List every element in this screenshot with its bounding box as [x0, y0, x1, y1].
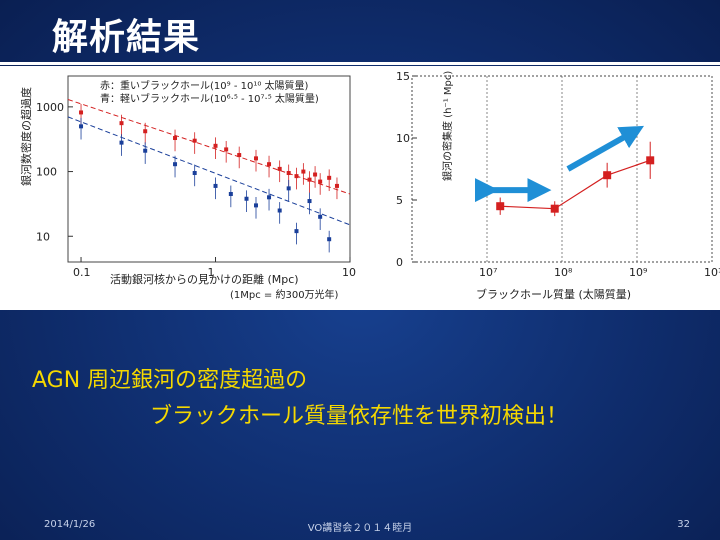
- red-point: [173, 136, 178, 141]
- slide-title: 解析結果: [52, 17, 201, 58]
- left-y-tick-label: 100: [36, 166, 57, 179]
- red-point: [313, 172, 318, 177]
- red-point: [334, 183, 339, 188]
- caption-line-2: ブラックホール質量依存性を世界初検出！: [150, 404, 569, 429]
- left-x-tick-label: 1: [208, 266, 215, 279]
- blue-point: [327, 237, 332, 242]
- red-point: [267, 162, 272, 167]
- left-y-axis-label: 銀河数密度の超過度: [19, 87, 33, 186]
- right-point: [646, 156, 655, 165]
- footer-event: VO講習会２０１４睦月: [307, 523, 413, 534]
- right-chart: 銀河の密集度 (h⁻¹ Mpc) ブラックホール質量 (太陽質量) 10⁷ 10⁸…: [396, 70, 720, 301]
- blue-fit-line: [67, 116, 351, 226]
- red-point: [224, 147, 229, 152]
- red-point: [286, 171, 291, 176]
- title-bar: 解析結果: [0, 0, 720, 62]
- blue-point: [143, 148, 148, 153]
- left-x-axis-label: 活動銀河核からの見かけの距離 (Mpc): [110, 272, 299, 286]
- blue-point: [307, 199, 312, 204]
- up-arrow: [566, 125, 645, 172]
- left-x-axis-note: (1Mpc = 約300万光年): [230, 288, 339, 301]
- footer-date: 2014/1/26: [44, 519, 96, 530]
- red-point: [301, 169, 306, 174]
- title-divider: [0, 62, 720, 65]
- red-point: [318, 179, 323, 184]
- red-fit-line: [67, 99, 351, 195]
- red-point: [327, 175, 332, 180]
- blue-point: [294, 229, 299, 234]
- red-point: [143, 129, 148, 134]
- blue-point: [228, 191, 233, 196]
- right-y-axis-label: 銀河の密集度 (h⁻¹ Mpc): [441, 71, 454, 181]
- right-x-axis-label: ブラックホール質量 (太陽質量): [476, 287, 631, 301]
- right-series-line: [500, 159, 651, 210]
- right-x-tick-label: 10⁷: [479, 266, 497, 279]
- right-point: [603, 171, 612, 180]
- blue-point: [213, 183, 218, 188]
- page-number: 32: [677, 519, 690, 530]
- right-y-tick-label: 10: [396, 132, 410, 145]
- left-y-tick-label: 10: [36, 230, 50, 243]
- left-legend-blue: 青：軽いブラックホール(10⁶·⁵ - 10⁷·⁵ 太陽質量): [100, 92, 319, 105]
- right-point: [550, 204, 559, 213]
- blue-point: [119, 140, 124, 145]
- blue-point: [254, 203, 258, 208]
- blue-point: [244, 196, 249, 201]
- right-point: [496, 202, 505, 211]
- blue-point: [318, 214, 323, 219]
- right-x-tick-label: 10⁸: [554, 266, 573, 279]
- right-y-tick-label: 15: [396, 70, 410, 83]
- left-chart: 赤：重いブラックホール(10⁹ - 10¹⁰ 太陽質量) 青：軽いブラックホール…: [19, 75, 356, 301]
- red-point: [213, 143, 218, 148]
- red-point: [79, 110, 84, 115]
- red-point: [307, 177, 312, 182]
- left-x-tick-label: 0.1: [73, 266, 91, 279]
- blue-point: [79, 124, 84, 129]
- left-legend-red: 赤：重いブラックホール(10⁹ - 10¹⁰ 太陽質量): [100, 79, 309, 92]
- right-x-tick-label: 10¹⁰: [704, 266, 720, 279]
- blue-point: [192, 171, 197, 176]
- blue-point: [173, 162, 178, 167]
- blue-point: [286, 186, 291, 191]
- red-point: [277, 166, 282, 171]
- figure-panel: 赤：重いブラックホール(10⁹ - 10¹⁰ 太陽質量) 青：軽いブラックホール…: [0, 66, 720, 310]
- blue-point: [267, 195, 272, 200]
- left-x-tick-label: 10: [342, 266, 356, 279]
- right-x-tick-label: 10⁹: [629, 266, 647, 279]
- red-point: [192, 138, 197, 143]
- caption-line-1: AGN 周辺銀河の密度超過の: [32, 368, 308, 393]
- red-point: [294, 174, 299, 179]
- right-y-tick-label: 5: [396, 194, 403, 207]
- left-y-tick-label: 1000: [36, 101, 64, 114]
- right-y-tick-label: 0: [396, 256, 403, 269]
- figure-svg: 赤：重いブラックホール(10⁹ - 10¹⁰ 太陽質量) 青：軽いブラックホール…: [19, 70, 720, 301]
- red-point: [119, 121, 124, 126]
- red-point: [254, 156, 258, 161]
- blue-point: [277, 208, 282, 213]
- red-point: [237, 153, 242, 158]
